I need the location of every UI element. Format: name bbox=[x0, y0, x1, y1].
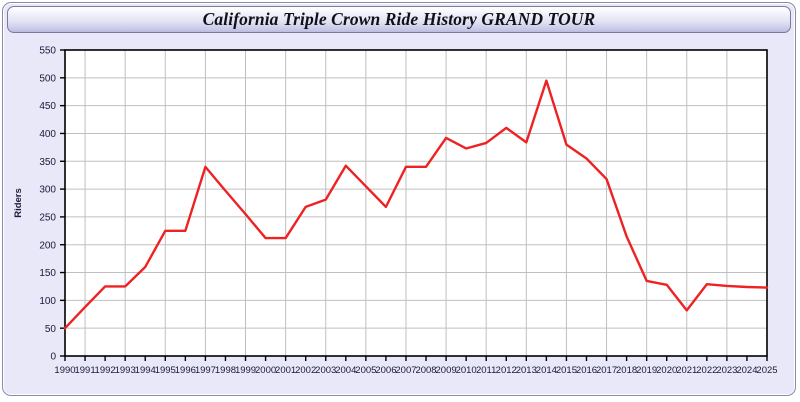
x-tick-label: 2014 bbox=[536, 365, 557, 376]
plot-background bbox=[65, 50, 767, 356]
axes bbox=[64, 49, 768, 357]
y-tick-label: 300 bbox=[39, 185, 56, 196]
x-tick-label: 2007 bbox=[395, 365, 416, 376]
x-tick-label: 1997 bbox=[195, 365, 216, 376]
x-tick-label: 2006 bbox=[375, 365, 396, 376]
x-tick-label: 2013 bbox=[516, 365, 537, 376]
gridlines bbox=[65, 50, 767, 356]
x-tick-label: 2023 bbox=[716, 365, 737, 376]
y-tick-label: 350 bbox=[39, 157, 56, 168]
y-tick-label: 50 bbox=[45, 324, 57, 335]
axis-labels: Riders bbox=[13, 188, 24, 218]
x-tick-label: 2022 bbox=[696, 365, 717, 376]
x-tick-label: 1996 bbox=[175, 365, 196, 376]
page-title: California Triple Crown Ride History GRA… bbox=[202, 9, 596, 29]
x-tick-label: 2019 bbox=[636, 365, 657, 376]
series-line-1 bbox=[63, 79, 769, 330]
y-tick-label: 400 bbox=[39, 129, 56, 140]
y-axis-title: Riders bbox=[13, 188, 24, 218]
x-tick-label: 2024 bbox=[736, 365, 757, 376]
y-tick-label: 200 bbox=[39, 240, 56, 251]
x-tick-label: 1999 bbox=[235, 365, 256, 376]
x-tick-label: 1995 bbox=[155, 365, 176, 376]
x-tick-label: 2012 bbox=[496, 365, 517, 376]
x-tick-label: 1990 bbox=[54, 365, 75, 376]
y-tick-label: 100 bbox=[39, 296, 56, 307]
x-tick-label: 2015 bbox=[556, 365, 577, 376]
x-tick-label: 2008 bbox=[415, 365, 436, 376]
x-tick-label: 2018 bbox=[616, 365, 637, 376]
x-tick-label: 2001 bbox=[275, 365, 296, 376]
x-tick-label: 2020 bbox=[656, 365, 677, 376]
x-tick-label: 1991 bbox=[74, 365, 95, 376]
y-tick-label: 550 bbox=[39, 46, 56, 57]
x-tick-label: 1992 bbox=[95, 365, 116, 376]
x-tick-label: 1994 bbox=[135, 365, 156, 376]
x-tick-label: 2009 bbox=[436, 365, 457, 376]
x-tick-label: 2021 bbox=[676, 365, 697, 376]
y-tick-label: 0 bbox=[50, 352, 56, 363]
y-axis-ticks: 0 50 100 150 200 250 300 350 400 450 500 550 bbox=[39, 46, 65, 363]
x-tick-label: 2011 bbox=[476, 365, 496, 376]
plot-frame bbox=[64, 49, 768, 357]
plot-area-container: 0 50 100 150 200 250 300 350 400 450 500 550 1990 19… bbox=[3, 36, 797, 395]
x-tick-label: 2000 bbox=[255, 365, 276, 376]
x-tick-label: 2005 bbox=[355, 365, 376, 376]
x-tick-label: 2010 bbox=[456, 365, 477, 376]
x-tick-label: 2016 bbox=[576, 365, 597, 376]
y-tick-label: 500 bbox=[39, 73, 56, 84]
x-axis-ticks: 1990199119921993199419951996199719981999… bbox=[54, 356, 778, 376]
x-tick-label: 2003 bbox=[315, 365, 336, 376]
y-tick-label: 250 bbox=[39, 213, 56, 224]
x-tick-label: 2004 bbox=[335, 365, 356, 376]
y-tick-label: 150 bbox=[39, 268, 56, 279]
chart-panel: California Triple Crown Ride History GRA… bbox=[2, 2, 796, 396]
x-tick-label: 2002 bbox=[295, 365, 316, 376]
chart-title-bar: California Triple Crown Ride History GRA… bbox=[7, 6, 791, 33]
x-tick-label: 1998 bbox=[215, 365, 236, 376]
data-series bbox=[63, 79, 769, 330]
x-tick-label: 1993 bbox=[115, 365, 136, 376]
x-tick-label: 2017 bbox=[596, 365, 617, 376]
y-tick-label: 450 bbox=[39, 101, 56, 112]
x-tick-label: 2025 bbox=[756, 365, 777, 376]
